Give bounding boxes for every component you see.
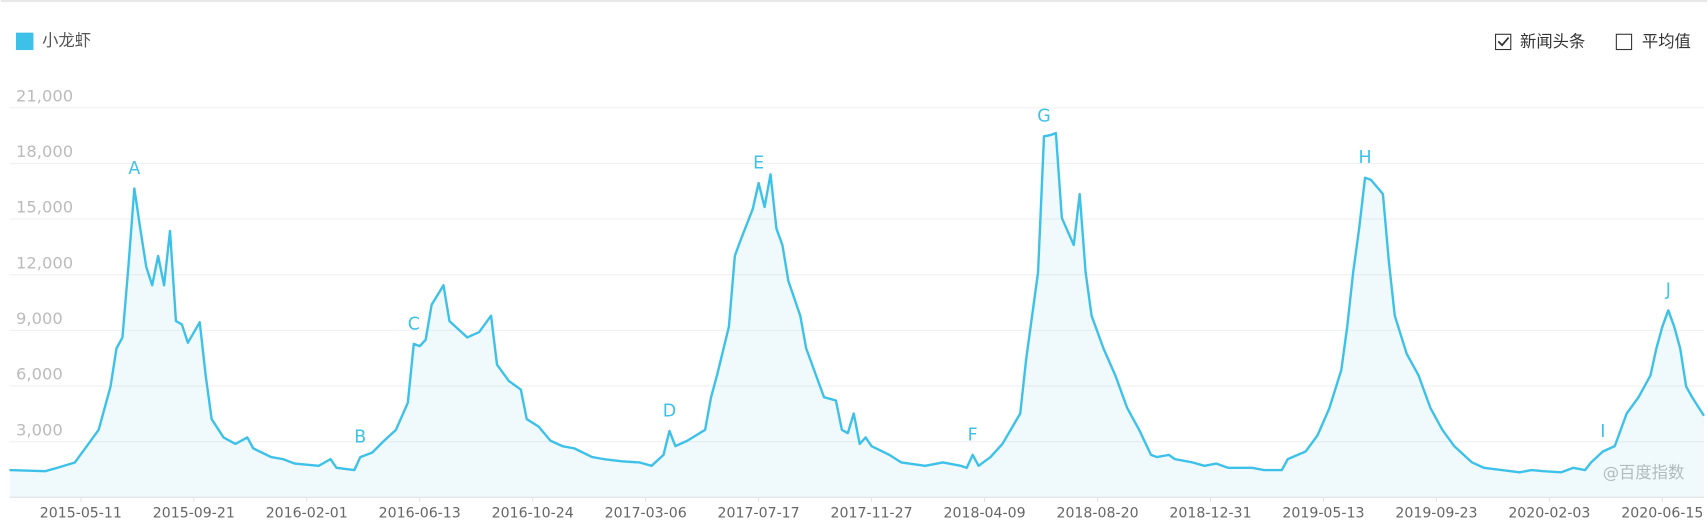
- toggle[interactable]: 新闻头条: [1495, 32, 1586, 51]
- y-tick-label: 18,000: [16, 142, 73, 161]
- y-tick-label: 15,000: [16, 198, 73, 217]
- toggle[interactable]: 平均值: [1615, 32, 1691, 51]
- x-tick-label: 2016-02-01: [266, 506, 348, 522]
- checkbox[interactable]: [1495, 33, 1512, 51]
- x-tick-label: 2015-09-21: [153, 506, 235, 522]
- annotation: C: [408, 314, 420, 334]
- line: [9, 131, 1705, 474]
- x-tick-label: 2016-10-24: [492, 506, 574, 522]
- y-tick-label: 3,000: [16, 420, 63, 439]
- toggle-label[interactable]: 新闻头条: [1520, 32, 1585, 51]
- x-tick-label: 2020-06-15: [1621, 506, 1703, 522]
- area: [9, 133, 1704, 498]
- x-tick-label: 2019-05-13: [1282, 506, 1364, 522]
- x-tick-label: 2019-09-23: [1395, 506, 1477, 522]
- annotation: H: [1359, 148, 1372, 168]
- annotation: A: [128, 159, 140, 179]
- y-tick-label: 6,000: [16, 365, 63, 384]
- x-tick-label: 2017-03-06: [605, 506, 687, 522]
- check-mark: [1497, 36, 1510, 47]
- x-tick-label: 2017-07-17: [718, 506, 800, 522]
- legend-label: 小龙虾: [42, 31, 91, 50]
- checkbox[interactable]: [1615, 33, 1633, 51]
- annotation: J: [1665, 281, 1671, 301]
- annotation: G: [1037, 107, 1051, 127]
- x-tick-label: 2015-05-11: [40, 506, 122, 522]
- x-tick-label: 2018-08-20: [1056, 506, 1138, 522]
- legend-swatch: [16, 32, 34, 51]
- toggle-label[interactable]: 平均值: [1642, 32, 1691, 51]
- x-tick-label: 2018-12-31: [1169, 506, 1251, 522]
- y-tick-label: 9,000: [16, 309, 63, 328]
- watermark: @百度指数: [1603, 463, 1685, 482]
- annotation: I: [1600, 422, 1605, 442]
- x-tick-label: 2020-02-03: [1508, 506, 1590, 522]
- annotation: D: [663, 401, 676, 421]
- x-tick-label: 2018-04-09: [944, 506, 1026, 522]
- annotation: B: [354, 428, 366, 448]
- annotation: E: [753, 153, 764, 173]
- x-tick-label: 2017-11-27: [831, 506, 913, 522]
- y-tick-label: 12,000: [16, 253, 73, 272]
- y-tick-label: 21,000: [16, 86, 73, 105]
- x-tick-label: 2016-06-13: [379, 506, 461, 522]
- annotation: F: [968, 425, 978, 445]
